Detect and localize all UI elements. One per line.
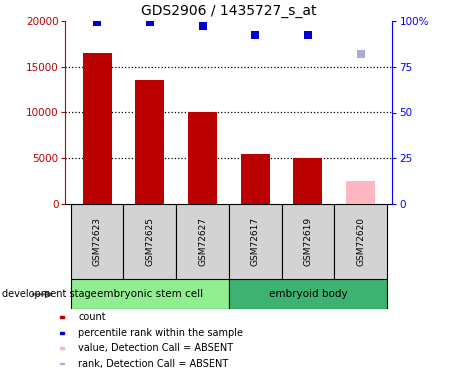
FancyBboxPatch shape [229,204,281,279]
Text: GSM72620: GSM72620 [356,217,365,266]
Text: development stage: development stage [2,290,97,299]
Text: value, Detection Call = ABSENT: value, Detection Call = ABSENT [78,343,233,353]
Point [93,20,101,26]
Text: embryonic stem cell: embryonic stem cell [97,290,203,299]
Bar [83,53,111,204]
Point [357,51,364,57]
Text: GSM72617: GSM72617 [251,217,260,266]
Point [304,32,312,38]
Point [199,23,206,29]
FancyBboxPatch shape [229,279,387,309]
Bar [346,182,375,204]
Bar [135,80,164,204]
Title: GDS2906 / 1435727_s_at: GDS2906 / 1435727_s_at [141,4,317,18]
Text: embryoid body: embryoid body [269,290,347,299]
Text: count: count [78,312,106,322]
FancyBboxPatch shape [71,204,124,279]
Text: GSM72627: GSM72627 [198,217,207,266]
Bar [60,347,64,349]
Text: rank, Detection Call = ABSENT: rank, Detection Call = ABSENT [78,358,229,369]
Text: GSM72625: GSM72625 [145,217,154,266]
Point [252,32,259,38]
Bar [60,363,64,364]
FancyBboxPatch shape [71,279,229,309]
FancyBboxPatch shape [176,204,229,279]
Text: GSM72623: GSM72623 [92,217,101,266]
FancyBboxPatch shape [334,204,387,279]
Bar [294,159,322,204]
Text: GSM72619: GSM72619 [304,217,313,266]
FancyBboxPatch shape [124,204,176,279]
Bar [60,316,64,318]
Point [146,20,153,26]
Bar [60,332,64,333]
Bar [241,154,270,204]
Bar [188,112,217,204]
Text: percentile rank within the sample: percentile rank within the sample [78,328,243,338]
FancyBboxPatch shape [281,204,334,279]
